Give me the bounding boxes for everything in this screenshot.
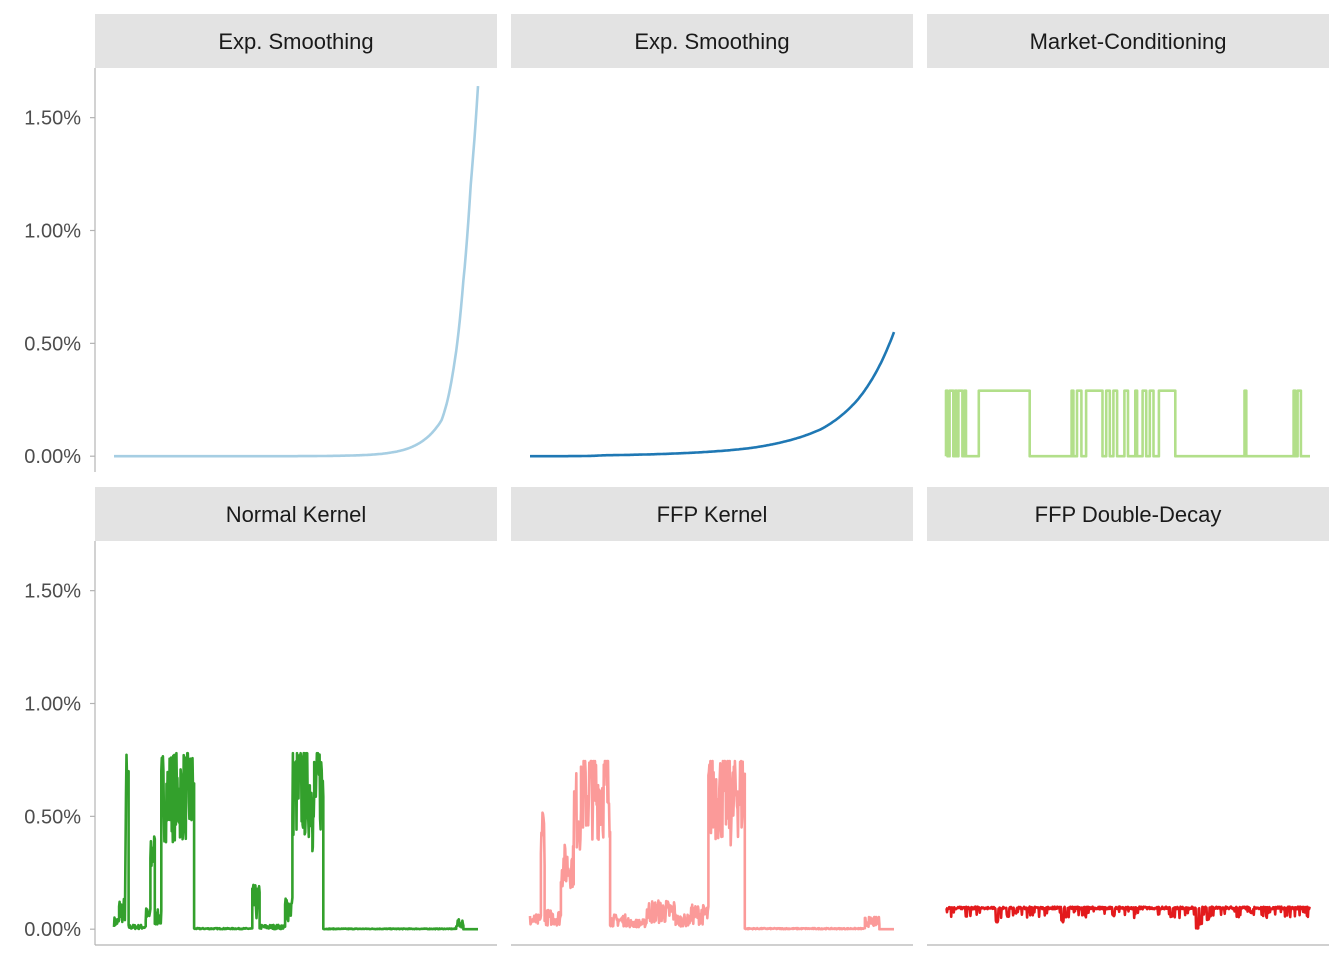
y-tick-label: 1.00% [24,694,81,716]
strip-background [927,487,1329,541]
facet-panel-1: Exp. Smoothing 0.00% 0.50% 1.00% 1.50% [24,14,497,472]
y-tick-label: 1.50% [24,581,81,603]
strip-title: Exp. Smoothing [634,29,789,54]
strip-background [511,487,913,541]
series-line [944,389,1310,458]
y-tick-label: 1.50% [24,108,81,130]
strip-background [95,487,497,541]
strip-title: FFP Double-Decay [1035,502,1222,527]
strip-background [927,14,1329,68]
strip-title: Market-Conditioning [1030,29,1227,54]
series-line [945,905,1311,930]
strip-title: Normal Kernel [226,502,367,527]
y-tick-label: 0.00% [24,446,81,468]
y-tick-label: 0.50% [24,806,81,828]
series-line [529,331,896,458]
facet-panel-2: Exp. Smoothing [511,14,913,458]
strip-title: Exp. Smoothing [218,29,373,54]
strip-background [95,14,497,68]
series-line [528,759,895,931]
series-line [113,86,480,458]
facet-panel-3: Market-Conditioning [927,14,1329,458]
facet-panel-4: Normal Kernel 0.00% 0.50% 1.00% 1.50% [24,487,497,946]
strip-background [511,14,913,68]
y-tick-label: 0.50% [24,333,81,355]
strip-title: FFP Kernel [657,502,768,527]
facet-panel-5: FFP Kernel [511,487,913,946]
series-line [112,751,479,931]
facet-panel-6: FFP Double-Decay [927,487,1329,946]
y-tick-label: 1.00% [24,221,81,243]
y-tick-label: 0.00% [24,919,81,941]
